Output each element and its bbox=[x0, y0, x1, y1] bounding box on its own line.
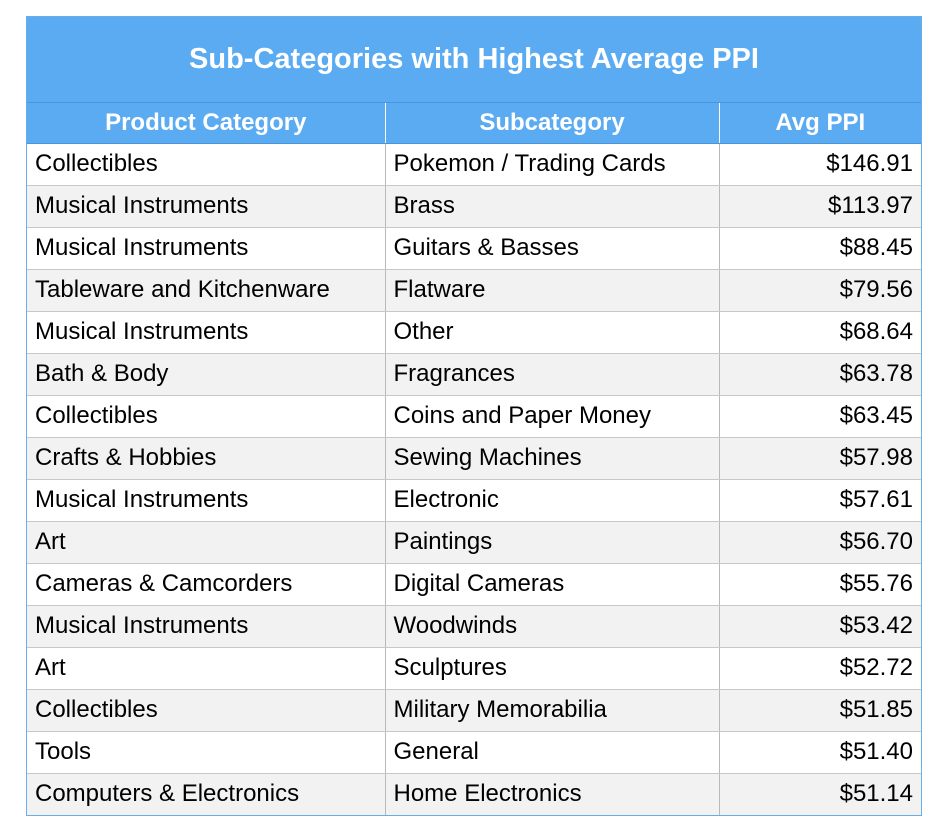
ppi-table: Product Category Subcategory Avg PPI Col… bbox=[27, 103, 921, 815]
avg-ppi-cell: $113.97 bbox=[719, 185, 921, 228]
product-category-cell: Art bbox=[27, 647, 386, 690]
subcategory-cell: General bbox=[385, 731, 720, 774]
subcategory-cell: Guitars & Basses bbox=[385, 227, 720, 270]
avg-ppi-cell: $56.70 bbox=[719, 521, 921, 564]
table-row: Art Paintings $56.70 bbox=[27, 521, 921, 564]
column-header-avg-ppi: Avg PPI bbox=[719, 103, 921, 144]
table-row: Musical Instruments Woodwinds $53.42 bbox=[27, 605, 921, 648]
product-category-cell: Collectibles bbox=[27, 689, 386, 732]
product-category-cell: Collectibles bbox=[27, 395, 386, 438]
product-category-cell: Musical Instruments bbox=[27, 311, 386, 354]
subcategory-cell: Sculptures bbox=[385, 647, 720, 690]
product-category-cell: Cameras & Camcorders bbox=[27, 563, 386, 606]
table-row: Collectibles Military Memorabilia $51.85 bbox=[27, 689, 921, 732]
product-category-cell: Crafts & Hobbies bbox=[27, 437, 386, 480]
ppi-table-sheet: Sub-Categories with Highest Average PPI … bbox=[26, 16, 922, 816]
subcategory-cell: Coins and Paper Money bbox=[385, 395, 720, 438]
table-row: Computers & Electronics Home Electronics $… bbox=[27, 773, 921, 815]
product-category-cell: Musical Instruments bbox=[27, 605, 386, 648]
table-row: Collectibles Coins and Paper Money $63.45 bbox=[27, 395, 921, 438]
product-category-cell: Tableware and Kitchenware bbox=[27, 269, 386, 312]
product-category-cell: Computers & Electronics bbox=[27, 773, 386, 815]
subcategory-cell: Flatware bbox=[385, 269, 720, 312]
subcategory-cell: Other bbox=[385, 311, 720, 354]
table-row: Tableware and Kitchenware Flatware $79.56 bbox=[27, 269, 921, 312]
subcategory-cell: Sewing Machines bbox=[385, 437, 720, 480]
subcategory-cell: Pokemon / Trading Cards bbox=[385, 143, 720, 186]
product-category-cell: Musical Instruments bbox=[27, 185, 386, 228]
subcategory-cell: Fragrances bbox=[385, 353, 720, 396]
avg-ppi-cell: $53.42 bbox=[719, 605, 921, 648]
table-row: Musical Instruments Brass $113.97 bbox=[27, 185, 921, 228]
table-row: Art Sculptures $52.72 bbox=[27, 647, 921, 690]
table-row: Cameras & Camcorders Digital Cameras $55.7… bbox=[27, 563, 921, 606]
avg-ppi-cell: $55.76 bbox=[719, 563, 921, 606]
column-header-product-category: Product Category bbox=[27, 103, 386, 144]
table-row: Musical Instruments Guitars & Basses $88.4… bbox=[27, 227, 921, 270]
subcategory-cell: Digital Cameras bbox=[385, 563, 720, 606]
header-row: Product Category Subcategory Avg PPI bbox=[27, 103, 921, 144]
table-row: Crafts & Hobbies Sewing Machines $57.98 bbox=[27, 437, 921, 480]
avg-ppi-cell: $57.98 bbox=[719, 437, 921, 480]
avg-ppi-cell: $57.61 bbox=[719, 479, 921, 522]
column-header-subcategory: Subcategory bbox=[385, 103, 720, 144]
subcategory-cell: Electronic bbox=[385, 479, 720, 522]
table-row: Tools General $51.40 bbox=[27, 731, 921, 774]
subcategory-cell: Brass bbox=[385, 185, 720, 228]
avg-ppi-cell: $63.78 bbox=[719, 353, 921, 396]
avg-ppi-cell: $51.40 bbox=[719, 731, 921, 774]
avg-ppi-cell: $51.14 bbox=[719, 773, 921, 815]
subcategory-cell: Military Memorabilia bbox=[385, 689, 720, 732]
subcategory-cell: Paintings bbox=[385, 521, 720, 564]
table-row: Musical Instruments Other $68.64 bbox=[27, 311, 921, 354]
table-row: Musical Instruments Electronic $57.61 bbox=[27, 479, 921, 522]
avg-ppi-cell: $146.91 bbox=[719, 143, 921, 186]
product-category-cell: Collectibles bbox=[27, 143, 386, 186]
product-category-cell: Art bbox=[27, 521, 386, 564]
avg-ppi-cell: $68.64 bbox=[719, 311, 921, 354]
table-body: Collectibles Pokemon / Trading Cards $146.… bbox=[27, 143, 921, 815]
subcategory-cell: Woodwinds bbox=[385, 605, 720, 648]
product-category-cell: Musical Instruments bbox=[27, 227, 386, 270]
subcategory-cell: Home Electronics bbox=[385, 773, 720, 815]
table-row: Bath & Body Fragrances $63.78 bbox=[27, 353, 921, 396]
product-category-cell: Tools bbox=[27, 731, 386, 774]
product-category-cell: Bath & Body bbox=[27, 353, 386, 396]
table-title: Sub-Categories with Highest Average PPI bbox=[27, 17, 921, 103]
table-row: Collectibles Pokemon / Trading Cards $146.… bbox=[27, 143, 921, 186]
avg-ppi-cell: $88.45 bbox=[719, 227, 921, 270]
avg-ppi-cell: $51.85 bbox=[719, 689, 921, 732]
avg-ppi-cell: $79.56 bbox=[719, 269, 921, 312]
avg-ppi-cell: $63.45 bbox=[719, 395, 921, 438]
product-category-cell: Musical Instruments bbox=[27, 479, 386, 522]
avg-ppi-cell: $52.72 bbox=[719, 647, 921, 690]
